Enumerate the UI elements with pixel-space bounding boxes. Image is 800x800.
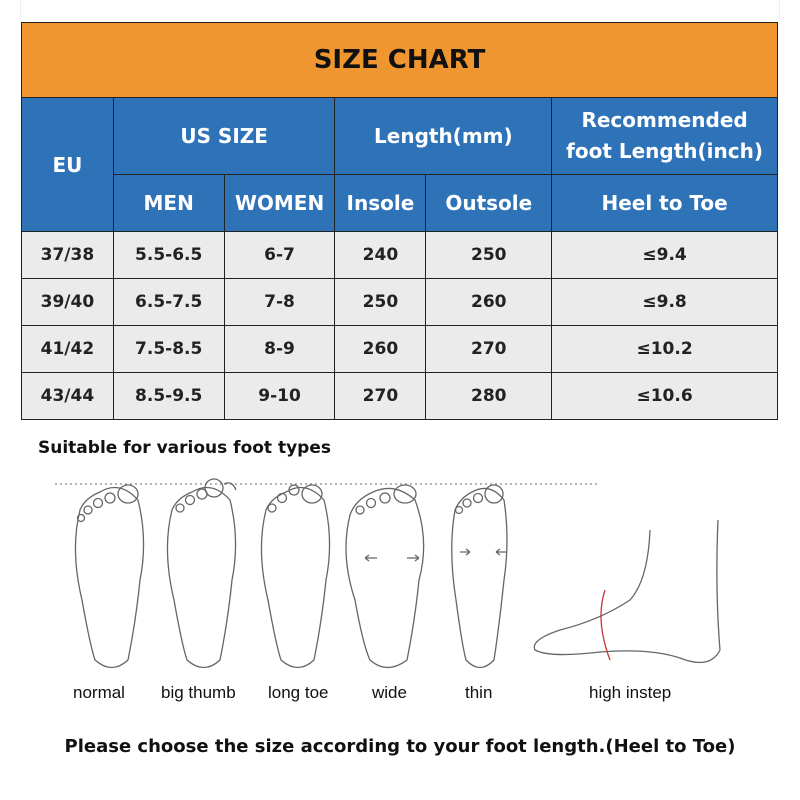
foot-types-illustration bbox=[55, 478, 721, 669]
header-outsole: Outsole bbox=[425, 174, 553, 232]
cell-insole: 240 bbox=[334, 231, 427, 279]
foot-types-caption: Suitable for various foot types bbox=[38, 438, 332, 458]
header-women: WOMEN bbox=[223, 174, 336, 232]
table-row: 39/40 6.5-7.5 7-8 250 260 ≤9.8 bbox=[21, 278, 778, 326]
label-thin: thin bbox=[465, 683, 493, 702]
cell-foot: ≤9.8 bbox=[551, 278, 778, 326]
size-chart-table: SIZE CHART EU US SIZE Length(mm) Recomme… bbox=[21, 22, 778, 420]
header-heel-to-toe: Heel to Toe bbox=[551, 174, 778, 232]
cell-eu: 41/42 bbox=[21, 325, 114, 373]
cell-insole: 260 bbox=[334, 325, 427, 373]
cell-women: 7-8 bbox=[223, 278, 336, 326]
foot-wide-icon bbox=[345, 484, 425, 669]
table-row: 43/44 8.5-9.5 9-10 270 280 ≤10.6 bbox=[21, 372, 778, 420]
cell-eu: 43/44 bbox=[21, 372, 114, 420]
cell-foot: ≤10.2 bbox=[551, 325, 778, 373]
cell-men: 6.5-7.5 bbox=[112, 278, 225, 326]
cell-outsole: 250 bbox=[425, 231, 553, 279]
header-eu: EU bbox=[21, 97, 114, 232]
cell-eu: 39/40 bbox=[21, 278, 114, 326]
size-note: Please choose the size according to your… bbox=[64, 736, 736, 757]
cell-foot: ≤9.4 bbox=[551, 231, 778, 279]
cell-outsole: 270 bbox=[425, 325, 553, 373]
header-men: MEN bbox=[112, 174, 225, 232]
label-long-toe: long toe bbox=[268, 683, 329, 702]
cell-foot: ≤10.6 bbox=[551, 372, 778, 420]
cell-women: 6-7 bbox=[223, 231, 336, 279]
foot-long-toe-icon bbox=[260, 484, 331, 669]
table-row: 37/38 5.5-6.5 6-7 240 250 ≤9.4 bbox=[21, 231, 778, 279]
frame-border bbox=[20, 0, 780, 20]
label-big-thumb: big thumb bbox=[161, 683, 236, 702]
header-us-size: US SIZE bbox=[112, 97, 336, 175]
table-row: 41/42 7.5-8.5 8-9 260 270 ≤10.2 bbox=[21, 325, 778, 373]
cell-men: 7.5-8.5 bbox=[112, 325, 225, 373]
label-high-instep: high instep bbox=[589, 683, 672, 702]
cell-men: 5.5-6.5 bbox=[112, 231, 225, 279]
label-normal: normal bbox=[73, 683, 125, 702]
foot-normal-icon bbox=[74, 484, 145, 669]
header-recommended: Recommended foot Length(inch) bbox=[551, 97, 778, 175]
foot-thin-icon bbox=[451, 484, 508, 669]
cell-women: 8-9 bbox=[223, 325, 336, 373]
header-length: Length(mm) bbox=[334, 97, 553, 175]
label-wide: wide bbox=[372, 683, 407, 702]
header-insole: Insole bbox=[334, 174, 427, 232]
cell-men: 8.5-9.5 bbox=[112, 372, 225, 420]
cell-eu: 37/38 bbox=[21, 231, 114, 279]
chart-title: SIZE CHART bbox=[21, 22, 778, 98]
foot-big-thumb-icon bbox=[166, 478, 237, 669]
cell-insole: 250 bbox=[334, 278, 427, 326]
foot-high-instep-icon bbox=[533, 519, 721, 664]
cell-women: 9-10 bbox=[223, 372, 336, 420]
cell-insole: 270 bbox=[334, 372, 427, 420]
cell-outsole: 280 bbox=[425, 372, 553, 420]
cell-outsole: 260 bbox=[425, 278, 553, 326]
